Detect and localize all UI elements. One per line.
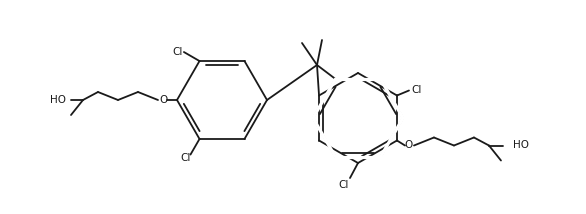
Text: HO: HO: [513, 141, 529, 150]
Text: O: O: [405, 141, 413, 150]
Text: Cl: Cl: [180, 153, 190, 163]
Text: O: O: [159, 95, 167, 105]
Text: Cl: Cl: [412, 86, 422, 95]
Text: Cl: Cl: [173, 47, 183, 57]
Text: Cl: Cl: [339, 180, 349, 190]
Text: HO: HO: [50, 95, 66, 105]
